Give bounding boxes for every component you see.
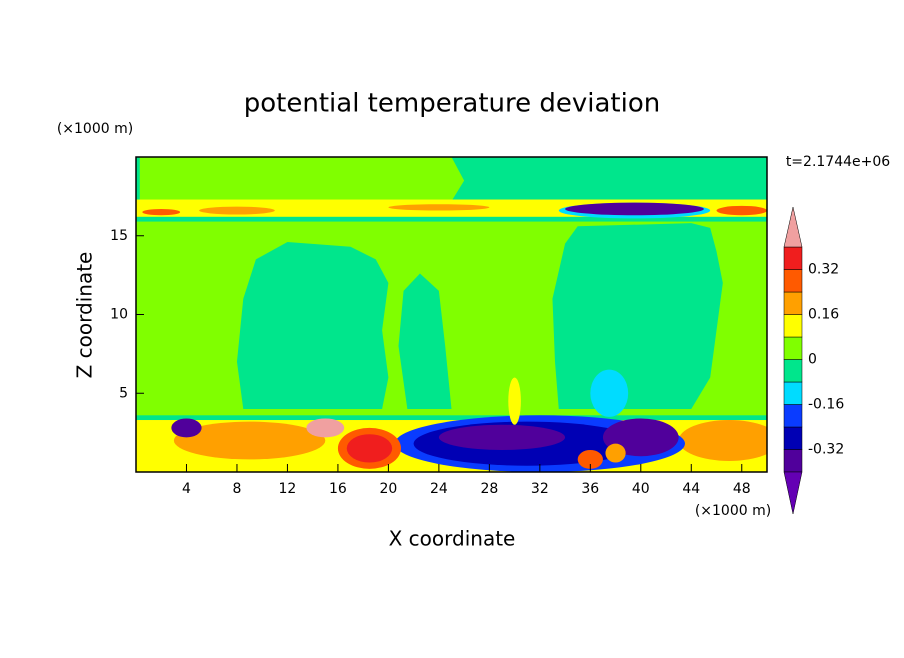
y-tick-label: 5 bbox=[119, 385, 128, 401]
x-unit: (×1000 m) bbox=[695, 503, 771, 519]
colorbar-extension bbox=[783, 206, 803, 248]
colorbar-box bbox=[783, 449, 803, 473]
colorbar-box bbox=[783, 426, 803, 450]
contour-region bbox=[236, 242, 389, 409]
x-tick-label: 28 bbox=[480, 481, 498, 497]
contour-region bbox=[605, 443, 626, 463]
x-tick-label: 4 bbox=[182, 481, 191, 497]
contour-region bbox=[199, 206, 275, 215]
colorbar-box bbox=[783, 314, 803, 338]
colorbar-label: -0.32 bbox=[808, 442, 844, 458]
x-tick-label: 48 bbox=[733, 481, 751, 497]
colorbar-label: -0.16 bbox=[808, 397, 844, 413]
colorbar-box bbox=[783, 359, 803, 383]
x-axis-label: X coordinate bbox=[389, 527, 516, 551]
colorbar-label: 0.32 bbox=[808, 262, 839, 278]
x-tick-label: 20 bbox=[379, 481, 397, 497]
x-tick-label: 32 bbox=[531, 481, 549, 497]
contour-region bbox=[306, 418, 345, 438]
x-tick-label: 8 bbox=[232, 481, 241, 497]
y-unit: (×1000 m) bbox=[57, 121, 133, 137]
contour-region bbox=[398, 273, 452, 409]
time-label: t=2.1744e+06 bbox=[786, 154, 890, 170]
contour-region bbox=[438, 424, 566, 450]
colorbar-box bbox=[783, 404, 803, 428]
colorbar-box bbox=[783, 246, 803, 270]
contour-region bbox=[171, 418, 202, 438]
y-tick-label: 10 bbox=[110, 307, 128, 323]
x-tick-label: 16 bbox=[329, 481, 347, 497]
contour-region bbox=[678, 420, 767, 461]
colorbar-box bbox=[783, 381, 803, 405]
contour-region bbox=[716, 205, 767, 216]
y-tick-label: 15 bbox=[110, 228, 128, 244]
contour-region bbox=[590, 369, 629, 417]
contour-field bbox=[136, 157, 767, 472]
colorbar-box bbox=[783, 269, 803, 293]
x-tick-label: 36 bbox=[581, 481, 599, 497]
contour-region bbox=[142, 208, 181, 216]
contour-region bbox=[508, 377, 521, 425]
contour-region bbox=[346, 434, 393, 463]
x-tick-label: 40 bbox=[632, 481, 650, 497]
contour-region bbox=[577, 449, 603, 469]
colorbar-label: 0.16 bbox=[808, 307, 839, 323]
x-tick-label: 44 bbox=[682, 481, 700, 497]
contour-region bbox=[552, 223, 723, 409]
y-axis-label: Z coordinate bbox=[73, 252, 97, 379]
x-tick-label: 24 bbox=[430, 481, 448, 497]
x-tick-label: 12 bbox=[279, 481, 297, 497]
contour-region bbox=[136, 216, 767, 222]
colorbar-box bbox=[783, 336, 803, 360]
chart-title: potential temperature deviation bbox=[244, 89, 660, 119]
colorbar-label: 0 bbox=[808, 352, 817, 368]
contour-region bbox=[136, 415, 767, 421]
contour-region bbox=[451, 157, 767, 202]
colorbar-box bbox=[783, 291, 803, 315]
contour-region bbox=[388, 204, 490, 211]
contour-region bbox=[565, 202, 704, 216]
contour-region bbox=[173, 421, 326, 460]
colorbar-extension bbox=[783, 471, 803, 515]
contour-region bbox=[136, 157, 140, 202]
